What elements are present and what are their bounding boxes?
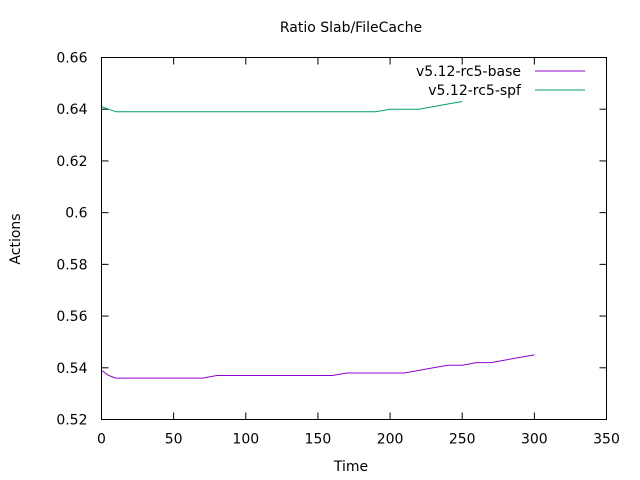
y-tick-label: 0.52 <box>56 413 87 429</box>
y-tick-label: 0.64 <box>56 102 87 118</box>
y-tick-label: 0.54 <box>56 361 87 377</box>
legend: v5.12-rc5-base v5.12-rc5-spf <box>416 64 585 99</box>
series-line <box>101 354 535 379</box>
x-tick-label: 50 <box>165 432 183 448</box>
x-tick-label: 250 <box>449 432 476 448</box>
y-tick-label: 0.66 <box>56 51 87 67</box>
x-tick-label: 350 <box>593 432 620 448</box>
chart-title: Ratio Slab/FileCache <box>280 20 422 36</box>
y-tick-label: 0.62 <box>56 154 87 170</box>
legend-label: v5.12-rc5-base <box>416 64 521 80</box>
x-tick-label: 100 <box>232 432 259 448</box>
series-line <box>101 101 463 113</box>
y-axis-label: Actions <box>8 213 24 264</box>
x-axis-label: Time <box>333 459 368 475</box>
series-layer <box>101 101 535 379</box>
x-tick-label: 300 <box>521 432 548 448</box>
x-tick-label: 0 <box>97 432 106 448</box>
plot-border <box>101 57 607 420</box>
y-tick-label: 0.6 <box>65 206 87 222</box>
legend-label: v5.12-rc5-spf <box>428 83 522 99</box>
x-tick-label: 150 <box>305 432 332 448</box>
y-tick-label: 0.56 <box>56 309 87 325</box>
x-tick-label: 200 <box>377 432 404 448</box>
axis-ticks: 0 50 100 150 200 250 300 350 0.52 0.54 0.56 0.58 0.6… <box>56 51 620 448</box>
y-tick-label: 0.58 <box>56 257 87 273</box>
